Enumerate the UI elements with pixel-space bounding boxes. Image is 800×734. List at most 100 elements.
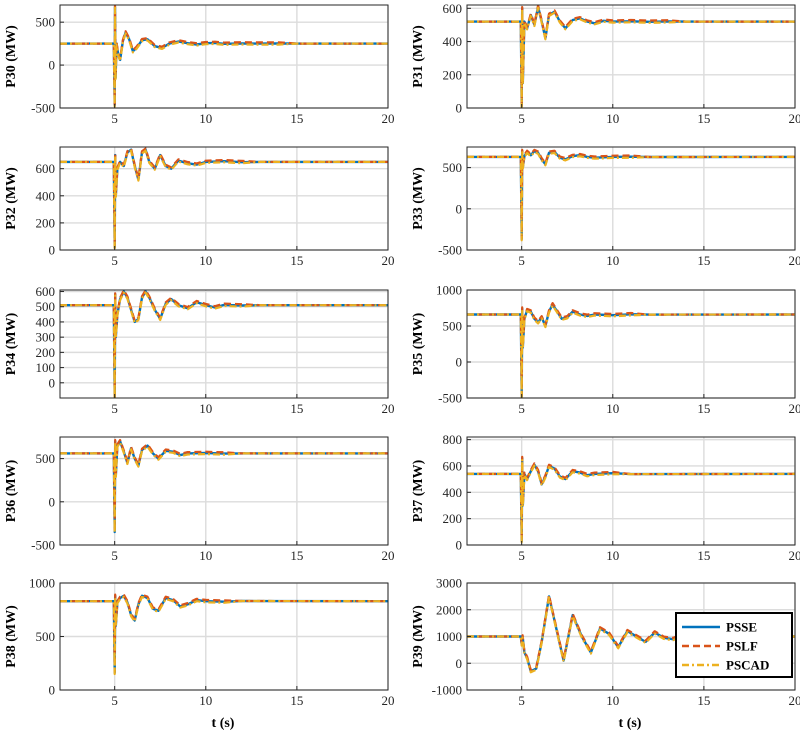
- y-tick-label: 0: [49, 375, 56, 390]
- series-pscad: [467, 458, 795, 544]
- legend-label-psse: PSSE: [726, 620, 757, 635]
- series-pscad: [60, 291, 388, 398]
- x-tick-label: 20: [789, 548, 800, 563]
- x-tick-label: 20: [382, 401, 395, 416]
- y-tick-label: 200: [36, 345, 56, 360]
- x-tick-label: 5: [111, 401, 118, 416]
- x-tick-label: 5: [518, 111, 525, 126]
- plot-area: [60, 5, 388, 108]
- y-tick-label: 800: [443, 432, 463, 447]
- x-tick-label: 10: [606, 693, 619, 708]
- x-tick-label: 10: [606, 401, 619, 416]
- x-tick-label: 5: [518, 548, 525, 563]
- y-tick-label: 1000: [436, 629, 462, 644]
- x-tick-label: 20: [789, 111, 800, 126]
- x-tick-label: 20: [789, 693, 800, 708]
- y-tick-label: -500: [438, 243, 462, 258]
- x-tick-label: 15: [290, 693, 303, 708]
- panel-P30: 5 10 15 20 -500 0 500 P30 (MW): [4, 4, 395, 126]
- x-tick-label: 20: [382, 253, 395, 268]
- x-tick-label: 15: [290, 253, 303, 268]
- y-tick-label: 400: [443, 485, 463, 500]
- series-pscad: [60, 595, 388, 676]
- y-axis-label: P35 (MW): [411, 312, 426, 375]
- y-tick-label: 0: [456, 201, 463, 216]
- series-group: [467, 5, 795, 108]
- y-tick-label: 1000: [436, 283, 462, 298]
- y-axis-label: P33 (MW): [411, 167, 426, 230]
- series-group: [60, 5, 388, 108]
- x-tick-label: 5: [111, 693, 118, 708]
- y-tick-label: 0: [456, 101, 463, 116]
- y-tick-label: 500: [36, 451, 56, 466]
- y-tick-label: 3000: [436, 576, 462, 591]
- y-tick-label: 600: [36, 284, 56, 299]
- y-tick-label: 300: [36, 330, 56, 345]
- y-tick-label: 500: [36, 629, 56, 644]
- x-tick-label: 15: [290, 548, 303, 563]
- y-tick-label: 0: [49, 58, 56, 73]
- y-tick-label: 400: [443, 34, 463, 49]
- series-pscad: [467, 6, 795, 108]
- x-tick-label: 5: [111, 111, 118, 126]
- x-tick-label: 10: [199, 693, 212, 708]
- plot-area: [467, 290, 795, 398]
- y-tick-label: 400: [36, 188, 56, 203]
- x-tick-label: 15: [290, 111, 303, 126]
- axes-box: [466, 436, 796, 546]
- x-tick-label: 10: [606, 548, 619, 563]
- y-tick-label: 100: [36, 360, 56, 375]
- x-tick-label: 10: [606, 253, 619, 268]
- x-tick-label: 5: [518, 693, 525, 708]
- y-tick-label: 500: [443, 160, 463, 175]
- y-tick-label: 0: [456, 355, 463, 370]
- y-tick-label: 1000: [29, 576, 55, 591]
- x-tick-label: 15: [697, 111, 710, 126]
- x-tick-label: 5: [518, 253, 525, 268]
- axes-box: [466, 146, 796, 251]
- axes-box: [59, 436, 389, 546]
- panel-P36: 5 10 15 20 -500 0 500 P36 (MW): [4, 436, 395, 563]
- x-axis-label-right: t (s): [619, 716, 642, 731]
- series-pscad: [60, 149, 388, 250]
- y-tick-label: 500: [443, 319, 463, 334]
- y-axis-label: P30 (MW): [4, 25, 19, 88]
- y-tick-label: 200: [443, 67, 463, 82]
- x-tick-label: 10: [199, 111, 212, 126]
- y-tick-label: 0: [49, 494, 56, 509]
- series-pscad: [60, 6, 388, 108]
- x-axis-label-left: t (s): [212, 716, 235, 731]
- y-axis-label: P34 (MW): [4, 312, 19, 375]
- y-tick-label: 0: [49, 683, 56, 698]
- x-tick-label: 15: [697, 693, 710, 708]
- series-pscad: [60, 441, 388, 535]
- y-tick-label: -500: [31, 101, 55, 116]
- panel-P33: 5 10 15 20 -500 0 500 P33 (MW): [411, 146, 800, 268]
- x-tick-label: 5: [111, 253, 118, 268]
- x-tick-label: 20: [382, 693, 395, 708]
- y-tick-label: 0: [49, 243, 56, 258]
- y-tick-label: 2000: [436, 602, 462, 617]
- y-tick-label: 600: [443, 1, 463, 16]
- series-group: [60, 147, 388, 250]
- y-axis-label: P39 (MW): [411, 605, 426, 668]
- y-tick-label: 0: [456, 656, 463, 671]
- y-tick-label: 500: [36, 15, 56, 30]
- y-tick-label: 600: [36, 161, 56, 176]
- x-tick-label: 20: [382, 548, 395, 563]
- y-axis-label: P36 (MW): [4, 459, 19, 522]
- legend-label-pslf: PSLF: [726, 639, 758, 654]
- series-group: [467, 148, 795, 242]
- x-tick-label: 15: [697, 548, 710, 563]
- series-group: [467, 455, 795, 544]
- series-group: [467, 302, 795, 398]
- x-tick-label: 15: [697, 401, 710, 416]
- axes-box: [466, 4, 796, 109]
- y-tick-label: 200: [443, 511, 463, 526]
- x-tick-label: 20: [382, 111, 395, 126]
- y-axis-label: P37 (MW): [411, 459, 426, 522]
